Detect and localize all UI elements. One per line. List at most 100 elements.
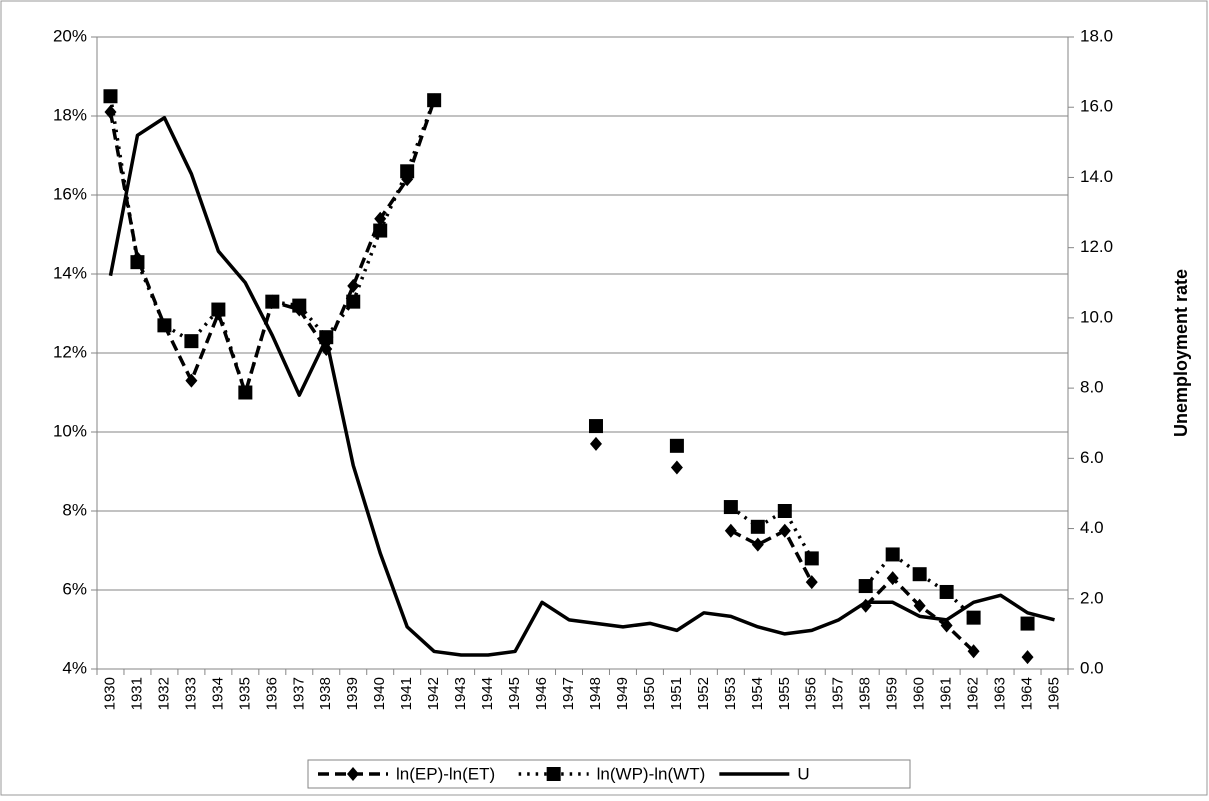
diamond-marker — [589, 436, 602, 451]
x-tick-label: 1949 — [614, 677, 631, 710]
square-marker — [400, 164, 415, 179]
legend-label: ln(WP)-ln(WT) — [597, 764, 706, 783]
legend-entry: ln(WP)-ln(WT) — [518, 764, 706, 783]
legend: ln(EP)-ln(ET) ln(WP)-ln(WT) U — [307, 759, 911, 789]
square-marker — [211, 302, 226, 317]
diamond-marker — [778, 523, 791, 538]
x-tick-label: 1965 — [1045, 677, 1062, 710]
x-tick-label: 1956 — [803, 677, 820, 710]
x-tick-label: 1955 — [776, 677, 793, 710]
x-tick-label: 1932 — [155, 677, 172, 710]
square-marker — [346, 294, 361, 309]
y2-tick-label: 4.0 — [1080, 518, 1104, 537]
x-tick-label: 1963 — [992, 677, 1009, 710]
x-tick-label: 1942 — [425, 677, 442, 710]
x-tick-label: 1961 — [938, 677, 955, 710]
square-marker — [588, 419, 603, 434]
x-tick-label: 1939 — [344, 677, 361, 710]
square-marker — [373, 223, 388, 238]
y-tick-label: 14% — [53, 263, 87, 282]
y-tick-label: 6% — [62, 579, 87, 598]
y2-tick-label: 18.0 — [1080, 26, 1113, 45]
x-tick-label: 1935 — [236, 677, 253, 710]
diamond-marker — [347, 278, 360, 293]
y-tick-label: 8% — [62, 500, 87, 519]
square-marker — [184, 334, 199, 349]
diamond-marker — [886, 571, 899, 586]
square-marker — [885, 547, 900, 562]
y2-tick-label: 6.0 — [1080, 448, 1104, 467]
x-tick-label: 1962 — [965, 677, 982, 710]
square-marker — [777, 504, 792, 518]
x-tick-label: 1960 — [911, 677, 928, 710]
square-marker — [238, 385, 253, 400]
diamond-marker — [670, 460, 683, 475]
y2-tick-label: 14.0 — [1080, 167, 1113, 186]
x-tick-label: 1945 — [506, 677, 523, 710]
x-tick-label: 1930 — [101, 677, 118, 710]
x-tick-label: 1931 — [128, 677, 145, 710]
square-marker — [966, 610, 981, 625]
square-marker — [103, 89, 118, 104]
y2-tick-label: 8.0 — [1080, 378, 1104, 397]
legend-box — [307, 759, 911, 789]
x-tick-label: 1959 — [884, 677, 901, 710]
y-tick-label: 16% — [53, 184, 87, 203]
x-tick-label: 1951 — [668, 677, 685, 710]
y-tick-label: 12% — [53, 342, 87, 361]
square-marker — [750, 519, 765, 534]
square-marker — [912, 567, 927, 582]
legend-label: ln(EP)-ln(ET) — [396, 764, 495, 783]
square-marker — [130, 255, 145, 270]
diamond-marker — [805, 575, 818, 590]
y2-tick-label: 12.0 — [1080, 237, 1113, 256]
square-marker — [157, 318, 172, 333]
legend-label: U — [797, 764, 809, 783]
y2-tick-label: 0.0 — [1080, 658, 1104, 677]
x-tick-label: 1948 — [587, 677, 604, 710]
diamond-marker — [104, 105, 117, 120]
square-marker — [939, 584, 954, 599]
square-marker — [427, 93, 442, 108]
x-tick-label: 1943 — [452, 677, 469, 710]
y2-tick-label: 2.0 — [1080, 588, 1104, 607]
square-marker — [319, 330, 334, 345]
x-tick-label: 1944 — [479, 677, 496, 710]
diamond-marker — [913, 598, 926, 613]
diamond-marker — [347, 767, 359, 781]
x-tick-label: 1952 — [695, 677, 712, 710]
square-marker — [292, 298, 307, 313]
y2-tick-label: 16.0 — [1080, 97, 1113, 116]
legend-entry: U — [719, 764, 810, 783]
x-tick-label: 1950 — [641, 677, 658, 710]
square-marker — [723, 500, 738, 515]
x-tick-label: 1964 — [1019, 677, 1036, 710]
x-tick-label: 1938 — [317, 677, 334, 710]
x-tick-label: 1958 — [857, 677, 874, 710]
y-tick-label: 10% — [53, 421, 87, 440]
x-tick-label: 1933 — [182, 677, 199, 710]
diamond-marker — [751, 537, 764, 552]
y-tick-label: 4% — [62, 658, 87, 677]
square-marker — [1020, 616, 1035, 631]
square-marker — [858, 579, 873, 594]
series-line — [864, 552, 975, 619]
diamond-marker — [724, 523, 737, 538]
square-marker — [804, 551, 819, 566]
series-line — [730, 529, 814, 583]
x-tick-label: 1954 — [749, 677, 766, 710]
y2-axis-title: Unemployment rate — [1171, 269, 1191, 437]
x-tick-label: 1937 — [290, 677, 307, 710]
diamond-marker — [1021, 650, 1034, 665]
x-tick-label: 1940 — [371, 677, 388, 710]
series-line — [108, 116, 1055, 657]
y2-tick-label: 10.0 — [1080, 307, 1113, 326]
x-tick-label: 1947 — [560, 677, 577, 710]
x-tick-label: 1957 — [830, 677, 847, 710]
x-tick-label: 1936 — [263, 677, 280, 710]
diamond-marker — [940, 618, 953, 633]
square-marker — [669, 438, 684, 453]
square-marker — [265, 294, 280, 309]
